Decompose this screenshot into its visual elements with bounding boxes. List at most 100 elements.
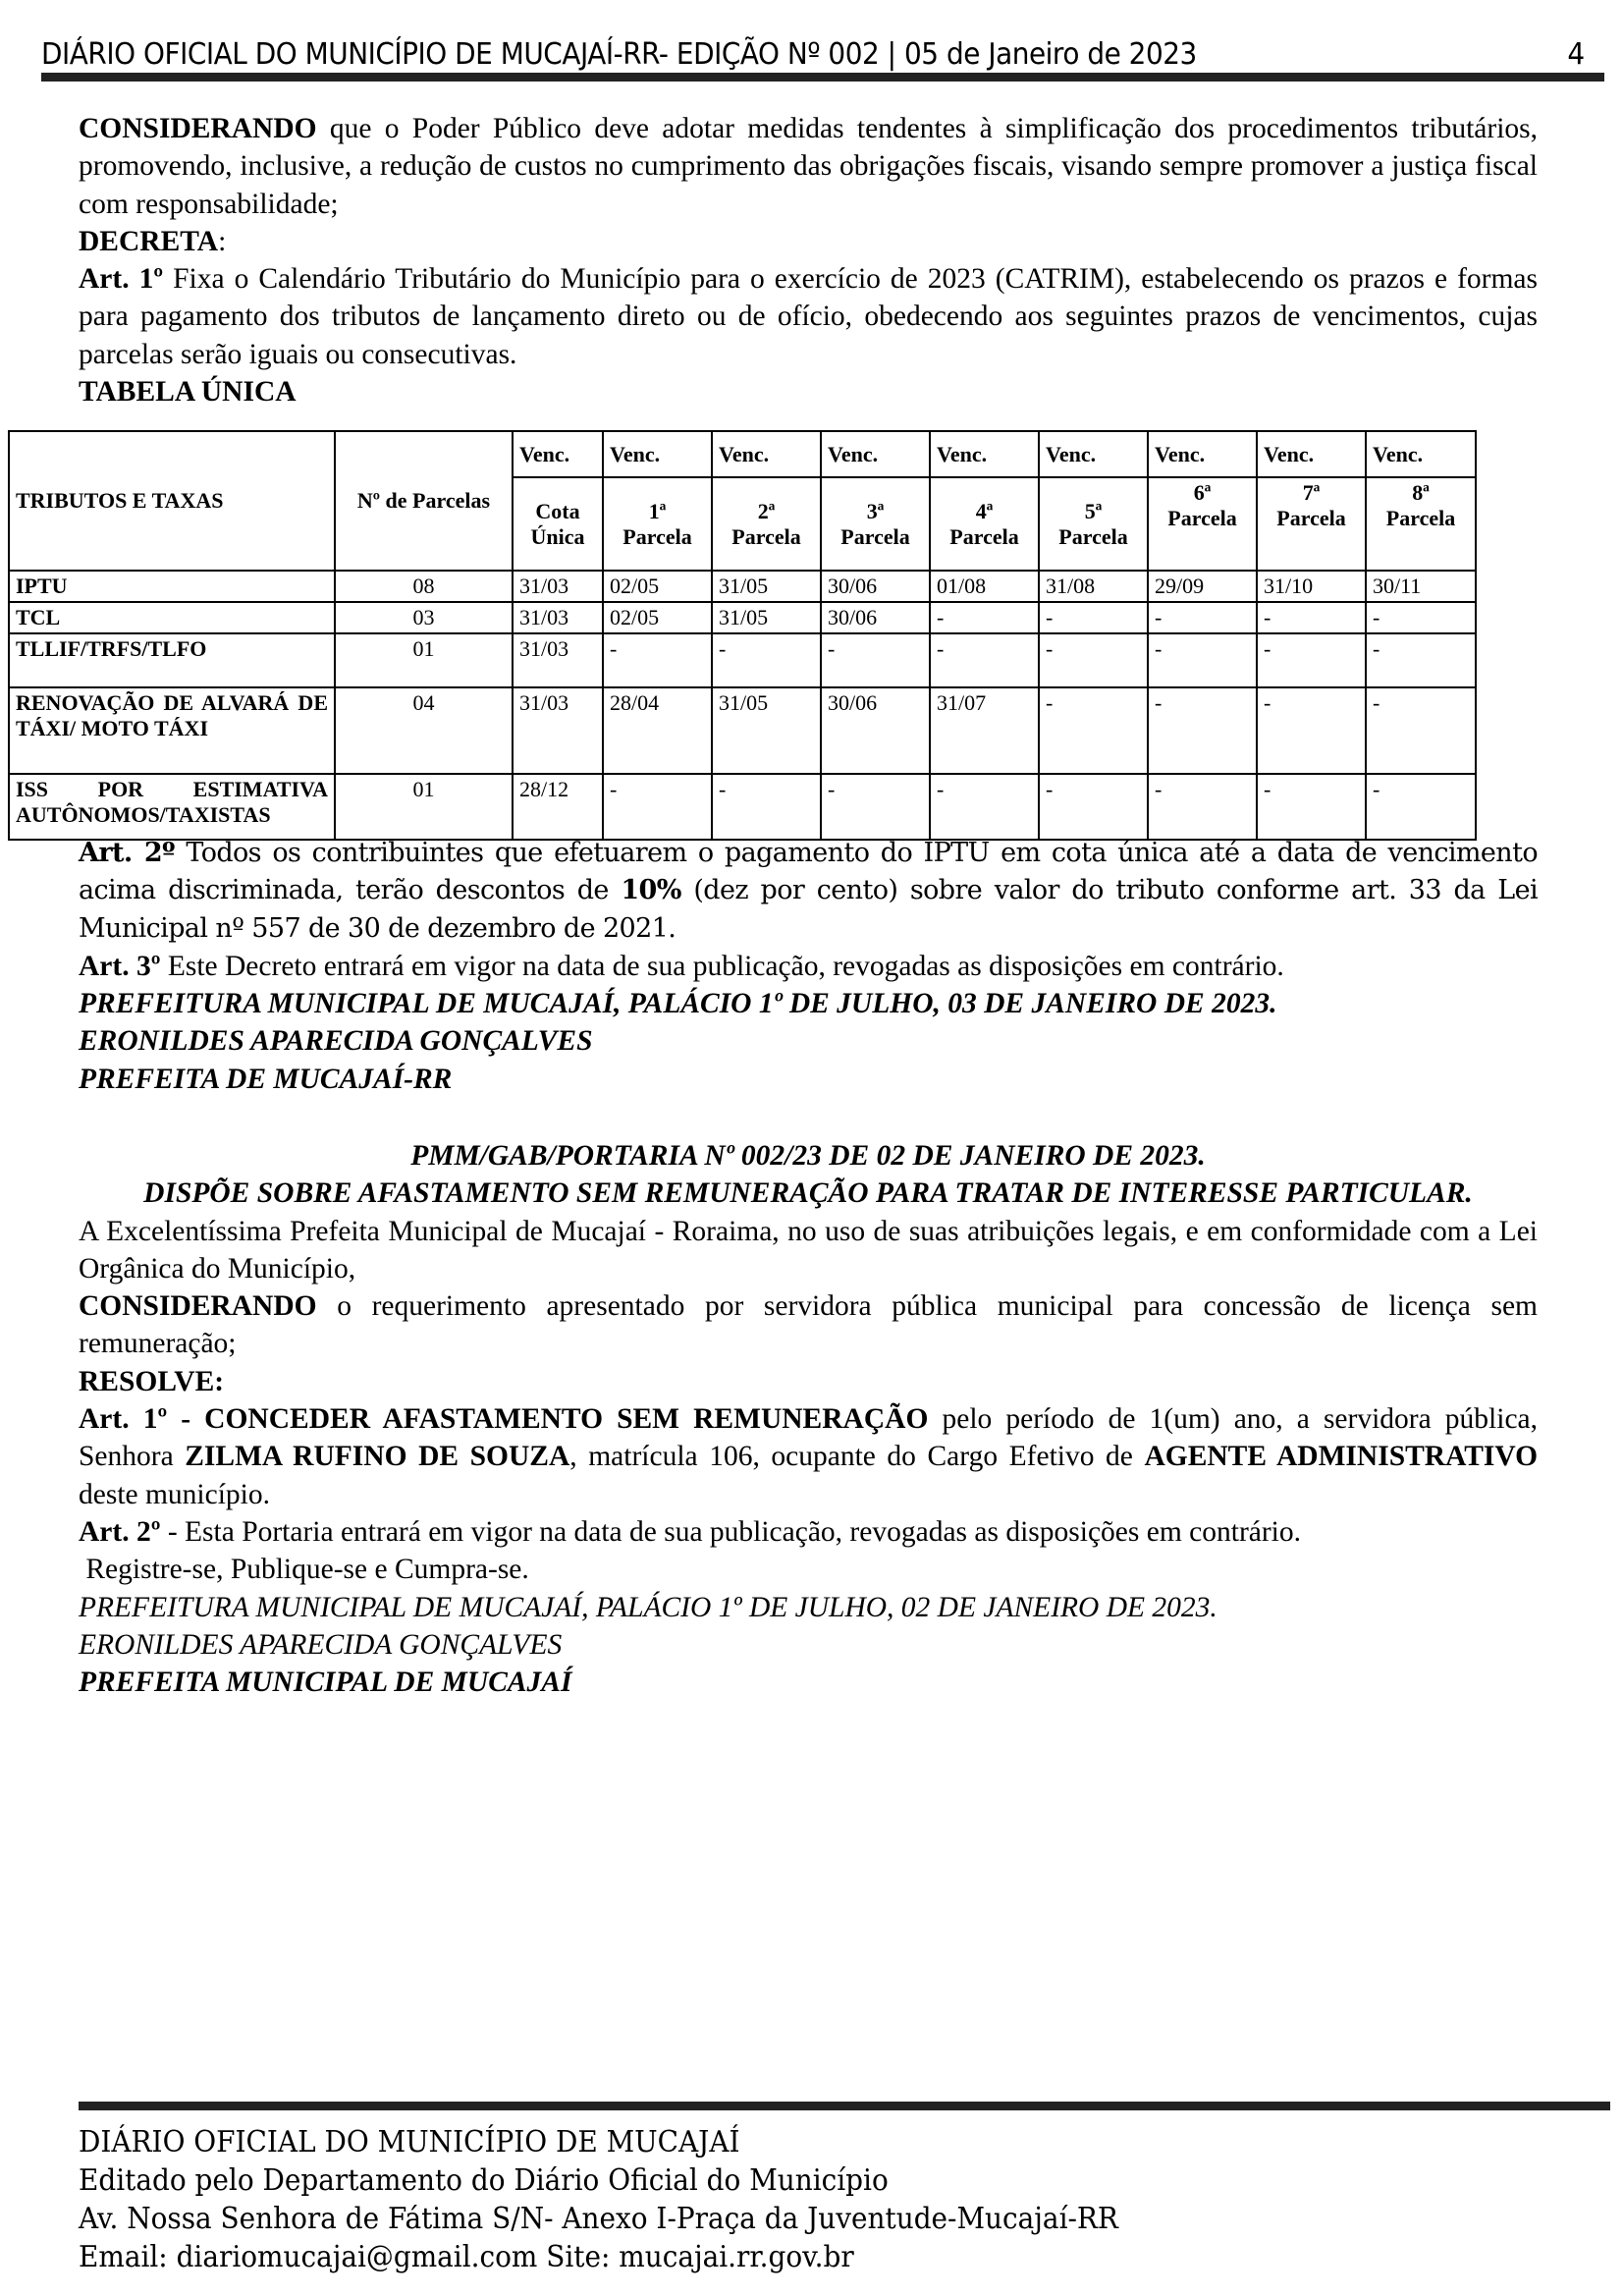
row-parcelas: 04 [334,686,514,775]
header-venc: Venc. [820,430,931,478]
header-installment: 6ª Parcela [1147,476,1258,572]
header-venc: Venc. [929,430,1040,478]
registre: Registre-se, Publique-se e Cumpra-se. [79,1554,529,1586]
header-venc: Venc. [711,430,822,478]
row-due-date: 30/11 [1365,570,1477,603]
footer-line: Email: diariomucajai@gmail.com Site: muc… [79,2240,854,2274]
row-tributo: IPTU [8,570,336,603]
row-due-date: 30/06 [820,570,931,603]
row-due-date: - [711,773,822,841]
portaria-title: PMM/GAB/PORTARIA Nº 002/23 DE 02 DE JANE… [410,1140,1206,1172]
row-due-date: - [602,773,713,841]
row-due-date: - [1365,686,1477,775]
table-row: IPTU 08 31/03 02/05 31/05 30/06 01/08 31/08 29/0… [8,570,1477,603]
tax-calendar-table: TRIBUTOS E TAXAS Nº de Parcelas Venc. Ven… [8,430,1477,841]
header-parcelas: Nº de Parcelas [334,430,514,572]
row-due-date: - [1365,601,1477,634]
row-due-date: - [1365,632,1477,688]
header-title: DIÁRIO OFICIAL DO MUNICÍPIO DE MUCAJAÍ-R… [41,37,1197,72]
header-installment: 5ª Parcela [1038,476,1149,572]
decree-section: CONSIDERANDO que o Poder Público deve ad… [79,110,1538,410]
row-due-date: 02/05 [602,570,713,603]
row-due-date: - [1256,632,1367,688]
row-due-date: - [929,773,1040,841]
row-due-date: 31/05 [711,570,822,603]
portaria-art2: Art. 2º - Esta Portaria entrará em vigor… [79,1515,1302,1548]
row-due-date: - [1256,601,1367,634]
table-row: TCL 03 31/03 02/05 31/05 30/06- - - - - [8,601,1477,634]
row-due-date: 01/08 [929,570,1040,603]
art3-paragraph: Art. 3º Este Decreto entrará em vigor na… [79,950,1284,982]
row-parcelas: 01 [334,773,514,841]
row-due-date: - [820,773,931,841]
row-due-date: 02/05 [602,601,713,634]
row-due-date: 30/06 [820,601,931,634]
footer-line: Editado pelo Departamento do Diário Ofic… [79,2163,889,2198]
header-divider [41,73,1604,82]
decree-section-end: Art. 2º Todos os contribuintes que efetu… [79,835,1539,1098]
header-installment: 7ª Parcela [1256,476,1367,572]
header-installment: 1ª Parcela [602,476,713,572]
row-due-date: 31/05 [711,601,822,634]
row-due-date: - [1147,773,1258,841]
page-number: 4 [1567,37,1585,72]
row-due-date: 31/10 [1256,570,1367,603]
table-row: ISS POR ESTIMATIVA AUTÔNOMOS/TAXISTAS 01 2… [8,773,1477,841]
footer-line: DIÁRIO OFICIAL DO MUNICÍPIO DE MUCAJAÍ [79,2125,740,2159]
row-due-date: - [1038,686,1149,775]
row-due-date: 31/03 [512,570,604,603]
row-due-date: - [929,601,1040,634]
signature-place: PREFEITURA MUNICIPAL DE MUCAJAÍ, PALÁCIO… [79,988,1277,1020]
portaria-subject: DISPÕE SOBRE AFASTAMENTO SEM REMUNERAÇÃO… [143,1177,1473,1210]
row-due-date: - [820,632,931,688]
page-footer: DIÁRIO OFICIAL DO MUNICÍPIO DE MUCAJAÍ E… [79,2123,1118,2276]
header-venc: Venc. [1256,430,1367,478]
portaria-art1: Art. 1º - CONCEDER AFASTAMENTO SEM REMUN… [79,1403,1539,1510]
header-venc: Venc. [1365,430,1477,478]
row-due-date: - [1256,773,1367,841]
row-due-date: 29/09 [1147,570,1258,603]
header-installment: Cota Única [512,476,604,572]
row-due-date: - [711,632,822,688]
art1-paragraph: Art. 1º Fixa o Calendário Tributário do … [79,263,1538,370]
header-venc: Venc. [1038,430,1149,478]
portaria-signature-name: ERONILDES APARECIDA GONÇALVES [79,1628,563,1661]
row-due-date: - [1365,773,1477,841]
row-due-date: 31/03 [512,686,604,775]
resolve-heading: RESOLVE: [79,1365,225,1397]
header-venc: Venc. [1147,430,1258,478]
row-tributo: TCL [8,601,336,634]
header-venc: Venc. [602,430,713,478]
portaria-signature-role: PREFEITA MUNICIPAL DE MUCAJAÍ [79,1667,572,1699]
row-due-date: 31/05 [711,686,822,775]
row-parcelas: 03 [334,601,514,634]
header-installment: 2ª Parcela [711,476,822,572]
row-tributo: RENOVAÇÃO DE ALVARÁ DE TÁXI/ MOTO TÁXI [8,686,336,775]
row-parcelas: 08 [334,570,514,603]
portaria-intro: A Excelentíssima Prefeita Municipal de M… [79,1215,1538,1285]
signature-role: PREFEITA DE MUCAJAÍ-RR [79,1063,453,1095]
footer-divider [79,2102,1610,2110]
row-due-date: - [929,632,1040,688]
signature-name: ERONILDES APARECIDA GONÇALVES [79,1025,593,1058]
decreta-heading: DECRETA: [79,225,227,257]
header-installment: 8ª Parcela [1365,476,1477,572]
row-due-date: 28/04 [602,686,713,775]
header-venc: Venc. [512,430,604,478]
row-due-date: - [1256,686,1367,775]
row-due-date: 31/03 [512,632,604,688]
header-installment: 3ª Parcela [820,476,931,572]
row-due-date: - [1147,601,1258,634]
row-due-date: - [1038,601,1149,634]
art2-paragraph: Art. 2º Todos os contribuintes que efetu… [79,838,1539,944]
row-due-date: 31/08 [1038,570,1149,603]
portaria-considerando: CONSIDERANDO o requerimento apresentado … [79,1290,1538,1360]
table-title: TABELA ÚNICA [79,376,297,409]
page-header: DIÁRIO OFICIAL DO MUNICÍPIO DE MUCAJAÍ-R… [41,37,1585,72]
row-due-date: 31/07 [929,686,1040,775]
considerando-paragraph: CONSIDERANDO que o Poder Público deve ad… [79,113,1538,220]
footer-line: Av. Nossa Senhora de Fátima S/N- Anexo I… [79,2202,1118,2236]
header-installment: 4ª Parcela [929,476,1040,572]
header-tributos: TRIBUTOS E TAXAS [8,430,336,572]
table-row: RENOVAÇÃO DE ALVARÁ DE TÁXI/ MOTO TÁXI 04… [8,686,1477,775]
